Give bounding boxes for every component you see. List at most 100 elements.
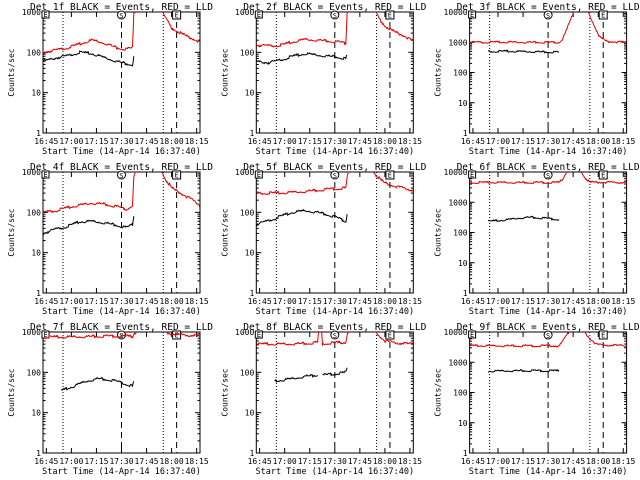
- end-marker: [598, 10, 608, 20]
- y-axis-label: Counts/sec: [7, 368, 16, 416]
- x-tick-label: 18:15: [398, 457, 422, 466]
- x-axis-label: Start Time (14-Apr-14 16:37:40): [42, 307, 201, 317]
- x-tick-label: 18:15: [611, 137, 635, 146]
- y-tick-label: 1000: [448, 358, 467, 367]
- end-marker: [172, 170, 182, 180]
- end-marker-label: E: [175, 12, 179, 20]
- x-tick-label: 17:30: [536, 457, 560, 466]
- y-tick-label: 1000: [22, 8, 41, 17]
- y-tick-label: 10: [245, 409, 255, 418]
- chart-panel-8: Det 8f BLACK = Events, RED = LLD 1 10 100 10…: [220, 322, 426, 477]
- lld-series-line: [43, 172, 136, 213]
- start-marker: [330, 10, 340, 20]
- marker-box: [468, 170, 477, 179]
- lld-series-line: [256, 332, 320, 346]
- y-tick-label: 100: [453, 389, 468, 398]
- x-tick-label: 16:45: [461, 457, 485, 466]
- x-tick-label: 16:45: [34, 297, 58, 306]
- x-tick-label: 17:00: [59, 137, 83, 146]
- x-tick-label: 18:00: [373, 297, 397, 306]
- lld-series-line: [469, 332, 570, 348]
- marker-label: E: [43, 171, 47, 179]
- marker-label: E: [257, 11, 261, 19]
- y-tick-label: 10: [245, 89, 255, 98]
- x-tick-label: 18:00: [160, 457, 184, 466]
- events-series-line: [274, 373, 319, 383]
- y-tick-label: 1000: [448, 198, 467, 207]
- x-tick-label: 17:00: [273, 297, 297, 306]
- lld-series-line: [372, 172, 414, 192]
- end-marker: [172, 10, 182, 20]
- y-tick-label: 100: [27, 48, 42, 57]
- lld-series-line: [587, 12, 627, 44]
- x-tick-label: 17:00: [486, 137, 510, 146]
- x-tick-label: 17:30: [109, 137, 133, 146]
- y-tick-label: 10000: [444, 328, 468, 337]
- lld-series-line: [165, 332, 200, 338]
- y-axis-label: Counts/sec: [7, 48, 16, 96]
- x-tick-label: 17:45: [561, 137, 585, 146]
- chart-panel-9: Det 9f BLACK = Events, RED = LLD 1 10 100 10…: [434, 322, 640, 477]
- y-tick-label: 1: [463, 289, 468, 298]
- x-tick-label: 17:30: [323, 457, 347, 466]
- x-tick-label: 17:00: [273, 457, 297, 466]
- lld-series-line: [161, 12, 200, 44]
- x-tick-label: 17:45: [348, 457, 372, 466]
- end-marker-label: E: [388, 12, 392, 20]
- x-tick-label: 17:45: [135, 137, 159, 146]
- lld-series-line: [256, 172, 350, 196]
- y-tick-label: 10: [31, 249, 41, 258]
- events-series-line: [43, 216, 135, 236]
- events-series-line: [61, 376, 135, 391]
- y-axis-label: Counts/sec: [220, 208, 229, 256]
- y-tick-label: 1000: [448, 38, 467, 47]
- end-marker: [598, 330, 608, 340]
- chart-title: Det 5f BLACK = Events, RED = LLD: [243, 162, 426, 173]
- x-tick-label: 18:15: [398, 297, 422, 306]
- x-tick-label: 17:00: [273, 137, 297, 146]
- y-tick-label: 1: [463, 449, 468, 458]
- x-tick-label: 16:45: [461, 297, 485, 306]
- x-tick-label: 17:45: [348, 137, 372, 146]
- events-series-line: [487, 368, 560, 373]
- lld-series-line: [375, 332, 414, 345]
- marker-label: E: [257, 331, 261, 339]
- start-marker: [543, 10, 553, 20]
- end-marker-label: E: [601, 172, 605, 180]
- y-tick-label: 1000: [235, 168, 254, 177]
- marker-label: E: [43, 331, 47, 339]
- y-tick-label: 1: [249, 289, 254, 298]
- x-tick-label: 16:45: [461, 137, 485, 146]
- marker-box: [468, 10, 477, 19]
- x-tick-label: 17:45: [348, 297, 372, 306]
- lld-series-line: [469, 12, 575, 45]
- x-tick-label: 17:30: [536, 297, 560, 306]
- lld-series-line: [375, 12, 414, 42]
- end-marker: [385, 330, 395, 340]
- x-tick-label: 17:45: [135, 297, 159, 306]
- end-marker-label: E: [388, 332, 392, 340]
- end-marker: [385, 170, 395, 180]
- x-tick-label: 17:30: [536, 137, 560, 146]
- x-tick-label: 17:15: [511, 137, 535, 146]
- x-tick-label: 17:15: [84, 457, 108, 466]
- x-tick-label: 18:00: [373, 457, 397, 466]
- start-marker-label: S: [546, 172, 550, 180]
- marker-box: [41, 170, 50, 179]
- x-tick-label: 16:45: [248, 297, 272, 306]
- x-tick-label: 16:45: [34, 457, 58, 466]
- chart-panel-1: Det 1f BLACK = Events, RED = LLD 1 10 100 10…: [7, 2, 213, 157]
- y-tick-label: 100: [240, 48, 255, 57]
- x-tick-label: 17:00: [486, 457, 510, 466]
- x-tick-label: 18:15: [185, 137, 209, 146]
- x-tick-label: 17:00: [486, 297, 510, 306]
- y-tick-label: 10000: [444, 168, 468, 177]
- end-marker-label: E: [388, 172, 392, 180]
- chart-title: Det 8f BLACK = Events, RED = LLD: [243, 322, 426, 333]
- x-tick-label: 18:15: [611, 457, 635, 466]
- end-marker: [385, 10, 395, 20]
- y-tick-label: 100: [27, 368, 42, 377]
- x-tick-label: 18:00: [160, 297, 184, 306]
- marker-box: [254, 170, 263, 179]
- chart-title: Det 6f BLACK = Events, RED = LLD: [457, 162, 640, 173]
